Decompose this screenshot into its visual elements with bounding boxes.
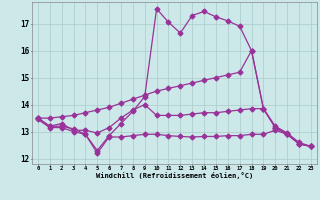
X-axis label: Windchill (Refroidissement éolien,°C): Windchill (Refroidissement éolien,°C) <box>96 172 253 179</box>
